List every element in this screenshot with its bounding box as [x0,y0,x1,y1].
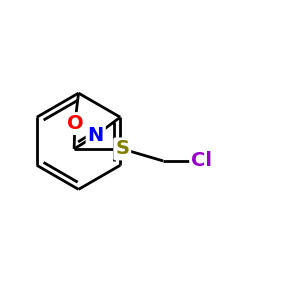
Text: Cl: Cl [191,152,212,170]
Text: O: O [67,114,83,133]
Text: S: S [115,140,129,158]
Text: N: N [88,126,104,145]
